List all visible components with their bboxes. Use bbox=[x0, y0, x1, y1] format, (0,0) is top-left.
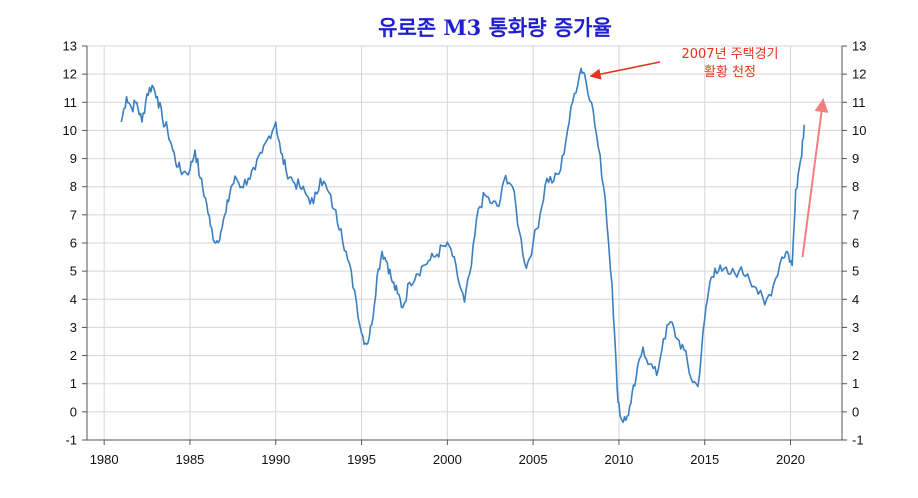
y-tick-label-right: 10 bbox=[852, 123, 866, 138]
y-tick-label-right: 9 bbox=[852, 151, 859, 166]
y-tick-label-right: 1 bbox=[852, 376, 859, 391]
y-tick-label-right: 8 bbox=[852, 179, 859, 194]
y-tick-label-right: 6 bbox=[852, 236, 859, 251]
series-layer bbox=[120, 67, 805, 424]
x-tick-label: 2020 bbox=[776, 452, 805, 467]
x-tick-label: 2015 bbox=[690, 452, 719, 467]
y-tick-label-left: 12 bbox=[63, 67, 77, 82]
x-tick-label: 1990 bbox=[261, 452, 290, 467]
y-tick-label-right: 12 bbox=[852, 67, 866, 82]
chart-title: 유로존 M3 통화량 증가율 bbox=[378, 15, 612, 40]
x-tick-label: 1995 bbox=[347, 452, 376, 467]
y-tick-label-right: 11 bbox=[852, 95, 866, 110]
series-line-0 bbox=[120, 67, 805, 424]
y-tick-label-left: 10 bbox=[63, 123, 77, 138]
x-tick-label: 2005 bbox=[519, 452, 548, 467]
y-tick-label-left: 7 bbox=[70, 207, 77, 222]
y-tick-label-right: 7 bbox=[852, 207, 859, 222]
y-tick-label-left: 9 bbox=[70, 151, 77, 166]
gridlines bbox=[86, 45, 843, 441]
y-tick-label-right: -1 bbox=[852, 433, 864, 448]
annotation-text-line: 2007년 주택경기 bbox=[681, 47, 778, 62]
y-tick-label-right: 13 bbox=[852, 39, 866, 54]
y-tick-label-left: 13 bbox=[63, 39, 77, 54]
y-tick-label-right: 0 bbox=[852, 404, 859, 419]
y-tick-label-left: -1 bbox=[65, 433, 77, 448]
x-tick-label: 2000 bbox=[433, 452, 462, 467]
y-tick-label-left: 5 bbox=[70, 264, 77, 279]
x-tick-label: 2010 bbox=[604, 452, 633, 467]
y-tick-label-left: 3 bbox=[70, 320, 77, 335]
y-tick-label-right: 2 bbox=[852, 348, 859, 363]
y-tick-label-right: 4 bbox=[852, 292, 859, 307]
y-tick-label-left: 2 bbox=[70, 348, 77, 363]
y-tick-label-right: 3 bbox=[852, 320, 859, 335]
y-tick-label-left: 6 bbox=[70, 236, 77, 251]
x-tick-label: 1980 bbox=[90, 452, 119, 467]
x-tick-label: 1985 bbox=[175, 452, 204, 467]
y-tick-label-left: 1 bbox=[70, 376, 77, 391]
y-tick-label-left: 4 bbox=[70, 292, 77, 307]
y-tick-label-right: 5 bbox=[852, 264, 859, 279]
y-tick-label-left: 11 bbox=[64, 95, 78, 110]
annotation-arrow-peak bbox=[589, 61, 661, 80]
y-tick-label-left: 8 bbox=[70, 179, 77, 194]
y-tick-label-left: 0 bbox=[70, 404, 77, 419]
annotation-arrow-2020 bbox=[801, 98, 829, 258]
annotation-text-line: 활황 천정 bbox=[704, 65, 756, 80]
